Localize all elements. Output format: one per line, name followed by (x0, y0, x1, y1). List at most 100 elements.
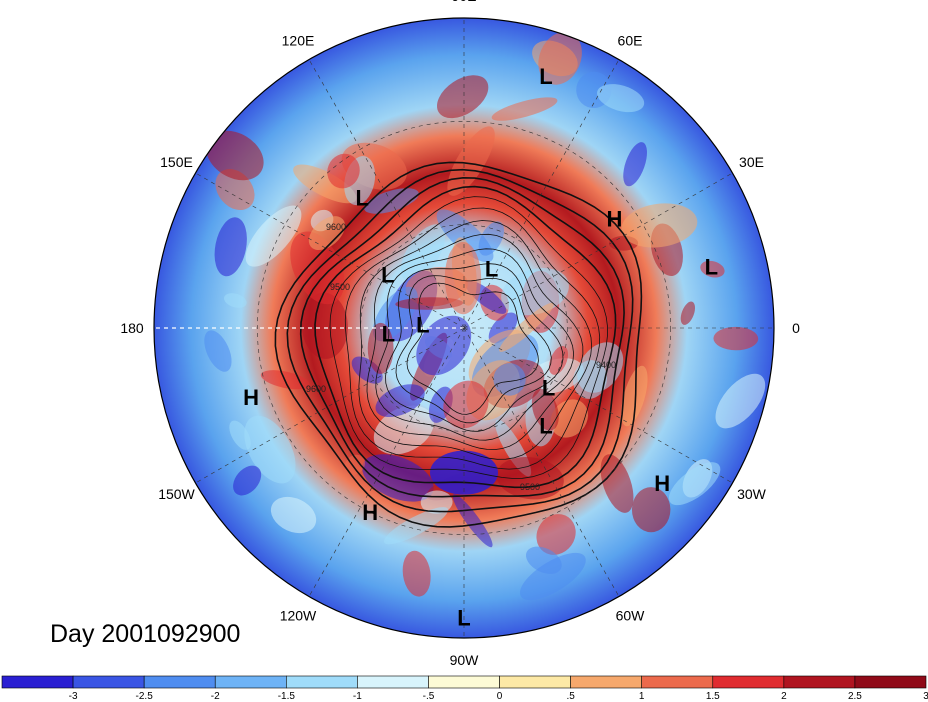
meridian (308, 59, 465, 329)
low-pressure-label: L (542, 375, 555, 400)
anomaly-blob (520, 552, 586, 601)
anomaly-blob (550, 399, 589, 438)
meridian (308, 327, 465, 597)
graticule (154, 18, 774, 638)
colorbar-tick-label: 2.5 (848, 691, 862, 702)
high-pressure-label: H (654, 471, 670, 496)
colorbar-segment (72, 675, 145, 689)
anomaly-blob (351, 356, 383, 384)
meridian (463, 327, 733, 484)
anomaly-blob (536, 514, 576, 555)
longitude-label: 30E (739, 154, 764, 170)
anomaly-blob (621, 203, 698, 248)
anomaly-blob (668, 462, 721, 506)
height-contour (375, 248, 575, 441)
anomaly-blob (499, 302, 554, 352)
anomaly-blob (715, 373, 766, 429)
low-pressure-label: L (539, 414, 552, 439)
height-contour (314, 185, 617, 489)
meridian (463, 59, 620, 329)
longitude-label: 120E (282, 32, 315, 48)
latitude-circle (257, 121, 671, 535)
colorbar-tick-label: -3 (69, 691, 78, 702)
anomaly-blob (301, 292, 348, 359)
longitude-labels: 90E 60E 30E 0 30W 60W 90W 120W 150W 180 150E 120E (120, 0, 800, 668)
anomaly-blob (713, 326, 759, 351)
colorbar-segment (428, 675, 500, 689)
anomaly-blob (680, 301, 696, 325)
colorbar-tick-label: -.5 (423, 691, 435, 702)
anomaly-blob (383, 507, 449, 545)
colorbar-segment (286, 675, 358, 689)
colorbar-tick-label: 2 (781, 691, 787, 702)
longitude-label: 30W (737, 486, 767, 502)
low-pressure-label: L (381, 263, 394, 288)
contour-value-label: 9600 (326, 222, 346, 232)
anomaly-blob (496, 456, 564, 500)
colorbar-tick-label: 1.5 (706, 691, 720, 702)
height-contour (299, 176, 625, 498)
anomaly-blob (224, 293, 247, 308)
colorbar-tick-label: 0 (497, 691, 503, 702)
colorbar-segment (357, 675, 429, 689)
anomaly-blob (308, 216, 346, 251)
low-pressure-label: L (416, 312, 429, 337)
anomaly-blob (373, 405, 434, 455)
anomaly-blob (700, 260, 725, 278)
longitude-label: 120W (280, 608, 317, 624)
anomaly-blob (367, 322, 394, 374)
contour-value-label: 9500 (330, 282, 350, 292)
map-border (153, 17, 775, 639)
low-pressure-label: L (382, 321, 395, 346)
anomaly-blob (600, 454, 634, 513)
anomaly-blob (491, 97, 558, 121)
anomaly-blob (525, 546, 562, 574)
low-pressure-label: L (457, 605, 470, 630)
anomaly-blob (597, 84, 645, 113)
longitude-label: 150W (158, 486, 195, 502)
anomaly-blob (538, 31, 582, 85)
latitude-circle (360, 224, 568, 432)
colorbar-tick-label: -1.5 (278, 691, 296, 702)
high-pressure-label: H (607, 207, 623, 232)
colorbar: -3 -2.5 -2 -1.5 -1 -.5 0 .5 1 1.5 2 2.5 3 (1, 675, 928, 702)
height-contour (286, 168, 634, 513)
height-contours (274, 161, 643, 528)
colorbar-tick-label: 1 (639, 691, 645, 702)
colorbar-segment (854, 675, 927, 689)
longitude-label: 90E (452, 0, 477, 4)
height-contour (406, 282, 539, 415)
colorbar-tick-label: -1 (353, 691, 362, 702)
longitude-label: 150E (160, 154, 193, 170)
anomaly-blob (402, 550, 431, 597)
low-pressure-label: L (485, 257, 498, 282)
anomaly-blob (623, 142, 647, 187)
height-contour (366, 233, 584, 451)
anomaly-blob (548, 346, 569, 375)
anomaly-shading (204, 31, 766, 601)
anomaly-blob (416, 315, 472, 376)
colorbar-segment (214, 675, 287, 689)
contour-value-label: 9500 (520, 482, 540, 492)
low-pressure-label: L (705, 254, 718, 279)
longitude-label: 90W (450, 652, 480, 668)
longitude-label: 60W (616, 608, 646, 624)
height-contour (344, 207, 601, 470)
colorbar-segment (712, 675, 785, 689)
anomaly-blob (206, 130, 264, 181)
anomaly-blob (395, 297, 464, 310)
height-contour (395, 275, 552, 424)
anomaly-blob (344, 454, 366, 475)
colorbar-segment (641, 675, 714, 689)
colorbar-tick-label: 3 (923, 691, 928, 702)
low-pressure-label: L (539, 64, 552, 89)
anomaly-blob (443, 380, 489, 429)
anomaly-blob (229, 420, 251, 450)
anomaly-blob (270, 496, 317, 534)
high-pressure-label: H (362, 500, 378, 525)
anomaly-blob (214, 217, 247, 277)
day-label: Day 2001092900 (50, 620, 241, 648)
map-disc (154, 18, 774, 638)
